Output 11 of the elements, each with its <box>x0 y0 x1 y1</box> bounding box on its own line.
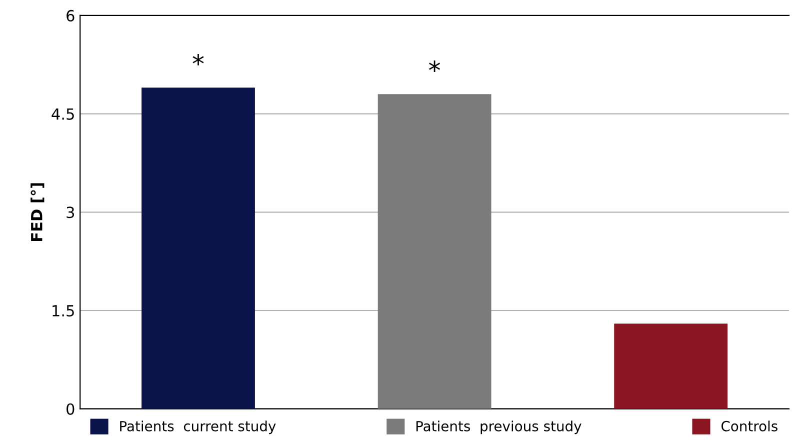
y-tick-label: 0 <box>66 403 74 415</box>
y-tick-label: 6 <box>66 10 74 22</box>
legend-label: Patients previous study <box>416 420 582 434</box>
annotation: * <box>192 54 204 66</box>
y-axis-title: FED [°] <box>30 183 44 241</box>
legend-label: Controls <box>721 420 778 432</box>
annotation: * <box>429 60 440 72</box>
y-tick-label: 4.5 <box>52 108 74 120</box>
y-tick-label: 3 <box>66 206 74 218</box>
legend-label: Patients current study <box>120 420 276 434</box>
y-tick-label: 1.5 <box>52 305 74 317</box>
